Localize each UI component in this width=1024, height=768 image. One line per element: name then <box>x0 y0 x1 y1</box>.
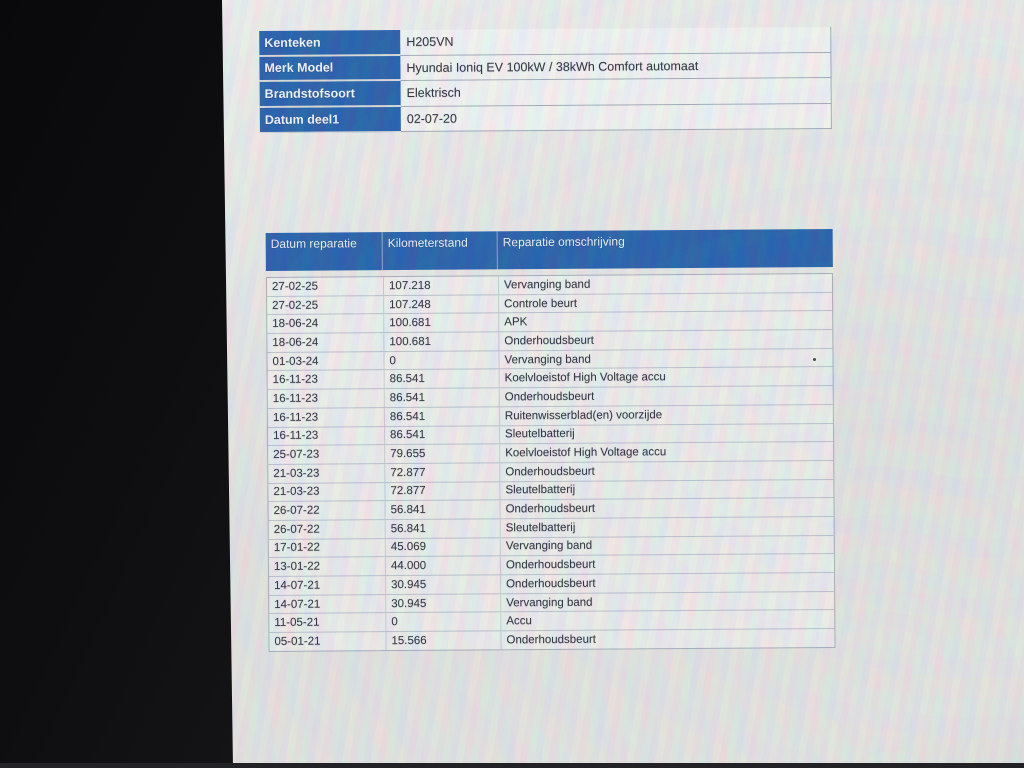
repair-desc-cell: APK <box>504 316 528 329</box>
repair-km-cell: 86.541 <box>384 407 500 426</box>
repair-km-cell: 0 <box>386 612 502 632</box>
repair-km-cell: 44.000 <box>385 556 502 576</box>
vehicle-info-row: Brandstofsoort Elektrisch <box>259 78 832 108</box>
vehicle-info-label: Brandstofsoort <box>259 81 401 108</box>
repair-date-cell: 16-11-23 <box>267 407 385 427</box>
repair-km-cell: 0 <box>384 351 500 370</box>
repair-km-cell: 86.541 <box>384 388 500 407</box>
repair-date-cell: 26-07-22 <box>268 501 386 520</box>
repair-desc-cell: Onderhoudsbeurt <box>506 577 596 591</box>
repair-date-cell: 16-11-23 <box>267 370 385 390</box>
repair-desc-cell: Vervanging band <box>505 540 593 553</box>
repair-km-cell: 86.541 <box>384 369 500 389</box>
repair-desc-cell: Koelvloeistof High Voltage accu <box>505 446 667 460</box>
repair-km-cell: 15.566 <box>386 631 502 650</box>
repair-km-cell: 100.681 <box>384 313 500 333</box>
repair-table-row: 05-01-21 15.566 Onderhoudsbeurt <box>269 629 834 651</box>
repair-desc-cell: Sleutelbatterij <box>505 521 576 535</box>
repair-date-cell: 17-01-22 <box>268 538 386 558</box>
repair-desc-cell: Vervanging band <box>503 278 591 292</box>
vehicle-info-label: Merk Model <box>259 55 401 83</box>
repair-desc-cell: Controle beurt <box>504 297 578 310</box>
repair-km-cell: 72.877 <box>385 481 501 501</box>
repair-desc-cell: Vervanging band <box>506 596 593 609</box>
repair-date-cell: 27-02-25 <box>267 295 385 315</box>
repair-date-cell: 27-02-25 <box>266 277 385 296</box>
repair-desc-cell: Sleutelbatterij <box>504 428 575 441</box>
repair-desc-cell: Onderhoudsbeurt <box>504 334 594 348</box>
repair-desc-cell: Onderhoudsbeurt <box>505 558 596 572</box>
repair-km-cell: 30.945 <box>386 594 502 613</box>
repair-desc-cell: Accu <box>506 615 532 628</box>
repair-date-cell: 14-07-21 <box>269 594 387 614</box>
repair-date-cell: 25-07-23 <box>268 445 386 464</box>
repair-desc-cell: Sleutelbatterij <box>505 484 576 497</box>
repair-col-header-km: Kilometerstand <box>382 231 498 271</box>
repair-desc-cell: Ruitenwisserblad(en) voorzijde <box>504 408 663 422</box>
repair-km-cell: 86.541 <box>384 425 501 445</box>
repair-km-cell: 107.248 <box>384 295 500 314</box>
repair-km-cell: 56.841 <box>385 519 501 538</box>
vehicle-info-value: Elektrisch <box>400 78 832 107</box>
repair-km-cell: 30.945 <box>386 575 502 594</box>
vehicle-info-value: Hyundai Ioniq EV 100kW / 38kWh Comfort a… <box>400 52 832 82</box>
repair-desc-cell: Onderhoudsbeurt <box>506 633 597 647</box>
repair-col-header-date: Datum reparatie <box>265 232 383 271</box>
repair-desc-cell: Onderhoudsbeurt <box>505 502 596 516</box>
repair-date-cell: 16-11-23 <box>267 426 386 446</box>
repair-date-cell: 13-01-22 <box>268 557 387 576</box>
repair-date-cell: 05-01-21 <box>269 632 387 651</box>
repair-date-cell: 21-03-23 <box>268 482 386 502</box>
repair-date-cell: 14-07-21 <box>269 576 387 595</box>
repair-table-header: Datum reparatie Kilometerstand Reparatie… <box>265 229 833 271</box>
repair-km-cell: 72.877 <box>385 463 501 482</box>
repair-km-cell: 56.841 <box>385 500 501 520</box>
repair-date-cell: 21-03-23 <box>268 464 386 483</box>
repair-km-cell: 79.655 <box>385 444 501 464</box>
repair-km-cell: 45.069 <box>385 537 501 557</box>
repair-km-cell: 100.681 <box>384 332 500 351</box>
repair-desc-cell: Vervanging band <box>504 353 591 366</box>
dust-speck <box>813 358 816 361</box>
repair-km-cell: 107.218 <box>383 276 500 295</box>
repair-date-cell: 26-07-22 <box>268 520 386 539</box>
monitor-bezel-bottom <box>0 763 1024 768</box>
vehicle-info-label: Kenteken <box>259 30 401 57</box>
vehicle-info-table: Kenteken H205VN Merk Model Hyundai Ioniq… <box>259 27 832 134</box>
repair-desc-cell: Onderhoudsbeurt <box>505 465 595 479</box>
repair-table-body: 27-02-25 107.218 Vervanging band 27-02-2… <box>265 273 836 652</box>
vehicle-info-row: Kenteken H205VN <box>259 27 832 57</box>
repair-desc-cell: Onderhoudsbeurt <box>504 390 595 404</box>
repair-desc-cell: Koelvloeistof High Voltage accu <box>504 371 666 385</box>
vehicle-info-value: 02-07-20 <box>400 103 832 133</box>
vehicle-info-value: H205VN <box>400 27 832 56</box>
repair-date-cell: 11-05-21 <box>269 613 387 633</box>
vehicle-info-label: Datum deel1 <box>259 106 401 134</box>
vehicle-info-row: Datum deel1 02-07-20 <box>259 103 832 134</box>
repair-date-cell: 16-11-23 <box>267 389 385 408</box>
repair-date-cell: 18-06-24 <box>267 314 385 334</box>
repair-date-cell: 18-06-24 <box>267 333 385 352</box>
vehicle-info-row: Merk Model Hyundai Ioniq EV 100kW / 38kW… <box>259 52 832 83</box>
monitor-bezel-left <box>0 0 233 768</box>
repair-col-header-desc: Reparatie omschrijving <box>502 234 625 250</box>
repair-date-cell: 01-03-24 <box>267 351 385 371</box>
